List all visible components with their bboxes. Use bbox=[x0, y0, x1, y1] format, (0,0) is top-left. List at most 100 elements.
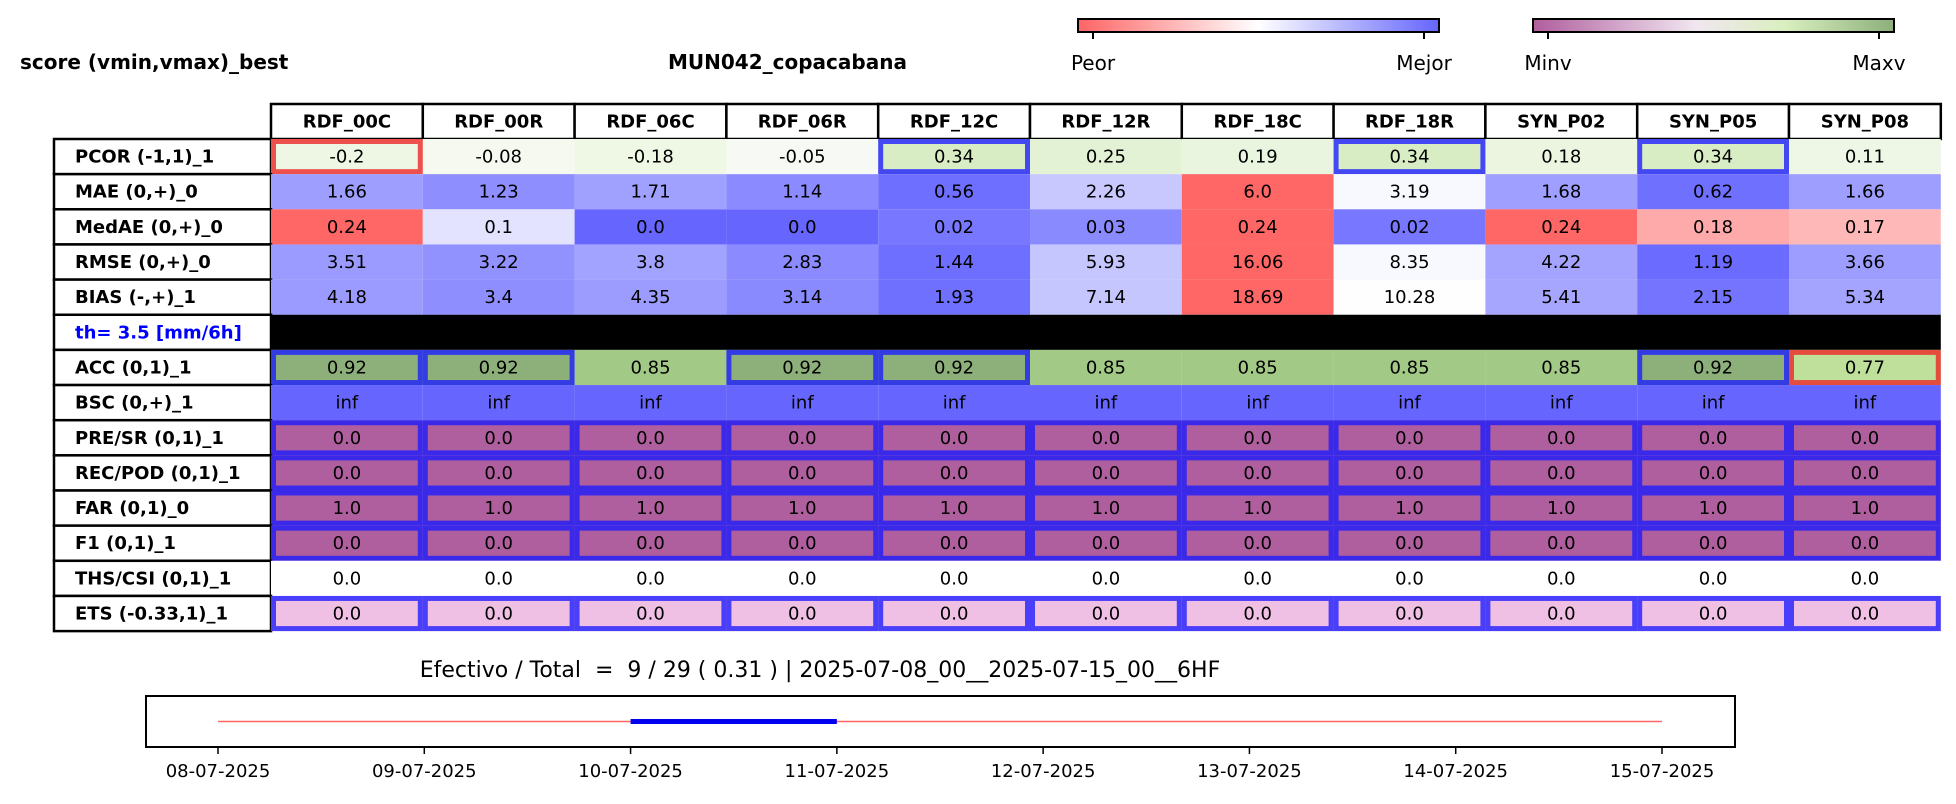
row-header-label: ACC (0,1)_1 bbox=[75, 357, 191, 378]
score-cell bbox=[1181, 420, 1334, 456]
score-value: 0.03 bbox=[1086, 217, 1126, 238]
score-value: 0.34 bbox=[1693, 147, 1733, 168]
score-cell bbox=[726, 595, 879, 632]
x-tick-label: 12-07-2025 bbox=[991, 761, 1096, 782]
score-cell bbox=[1637, 525, 1789, 561]
best-score-highlight bbox=[878, 595, 1031, 632]
column-header-label: RDF_18C bbox=[1214, 112, 1302, 133]
best-score-highlight bbox=[878, 455, 1031, 491]
score-value: 0.77 bbox=[1845, 357, 1885, 378]
score-value: 1.66 bbox=[1845, 182, 1885, 203]
best-score-highlight bbox=[1333, 525, 1486, 561]
score-value: 4.35 bbox=[630, 287, 670, 308]
threshold-separator-band bbox=[271, 314, 1941, 350]
score-cell bbox=[1333, 525, 1486, 561]
score-value: 0.0 bbox=[1243, 463, 1272, 484]
score-value: 3.22 bbox=[479, 252, 519, 273]
score-cell bbox=[271, 595, 423, 632]
score-value: 0.85 bbox=[1086, 357, 1126, 378]
score-value: 1.0 bbox=[1547, 498, 1576, 519]
score-cell bbox=[422, 139, 575, 175]
column-header-label: SYN_P02 bbox=[1517, 112, 1605, 133]
score-cell bbox=[1333, 455, 1486, 491]
score-value: 0.0 bbox=[788, 463, 817, 484]
score-cell bbox=[1789, 139, 1941, 175]
score-cell bbox=[878, 525, 1030, 561]
score-cell bbox=[1030, 560, 1182, 596]
best-score-highlight bbox=[271, 525, 423, 561]
score-value: inf bbox=[1854, 393, 1877, 414]
row-header-label: PCOR (-1,1)_1 bbox=[75, 147, 214, 168]
column-header-label: SYN_P08 bbox=[1821, 112, 1909, 133]
score-cell bbox=[878, 174, 1030, 210]
column-header-label: RDF_12C bbox=[910, 112, 998, 133]
score-cell bbox=[422, 174, 575, 210]
column-header-label: SYN_P05 bbox=[1669, 112, 1757, 133]
score-value: 0.0 bbox=[636, 428, 665, 449]
row-header-label: FAR (0,1)_0 bbox=[75, 498, 189, 519]
score-cell bbox=[1181, 174, 1334, 210]
score-cell bbox=[1485, 420, 1638, 456]
row-header-label: MAE (0,+)_0 bbox=[75, 182, 198, 203]
score-value: 0.1 bbox=[484, 217, 513, 238]
row-header-label: ETS (-0.33,1)_1 bbox=[75, 604, 228, 625]
best-score-highlight bbox=[574, 490, 727, 526]
best-score-highlight bbox=[1485, 490, 1638, 526]
score-cell bbox=[1181, 349, 1334, 386]
score-cell bbox=[1333, 279, 1486, 315]
row-header-cell bbox=[52, 489, 273, 527]
score-value: 0.0 bbox=[1243, 428, 1272, 449]
score-cell bbox=[1637, 279, 1789, 315]
best-score-highlight bbox=[1637, 420, 1789, 456]
score-value: 1.0 bbox=[1851, 498, 1880, 519]
best-score-highlight bbox=[1789, 595, 1941, 632]
best-score-highlight bbox=[574, 525, 727, 561]
best-score-highlight bbox=[271, 595, 423, 632]
score-value: 0.0 bbox=[484, 604, 513, 625]
score-cell bbox=[574, 455, 727, 491]
row-header-label: BIAS (-,+)_1 bbox=[75, 287, 196, 308]
row-header-label: MedAE (0,+)_0 bbox=[75, 217, 223, 238]
score-cell bbox=[878, 349, 1030, 386]
score-cell bbox=[1030, 244, 1182, 280]
score-cell bbox=[1181, 560, 1334, 596]
score-value: 1.68 bbox=[1541, 182, 1581, 203]
score-cell bbox=[422, 455, 575, 491]
score-value: 0.85 bbox=[630, 357, 670, 378]
score-cell bbox=[1789, 244, 1941, 280]
score-value: 0.0 bbox=[788, 568, 817, 589]
score-cell bbox=[1789, 209, 1941, 245]
score-cell bbox=[422, 209, 575, 245]
score-value: 0.92 bbox=[782, 357, 822, 378]
colorbar-range-tick-right bbox=[1878, 33, 1880, 39]
score-value: 0.0 bbox=[940, 428, 969, 449]
score-cell bbox=[1181, 595, 1334, 632]
score-value: 3.19 bbox=[1389, 182, 1429, 203]
score-value: inf bbox=[943, 393, 966, 414]
score-cell bbox=[271, 455, 423, 491]
score-value: inf bbox=[791, 393, 814, 414]
score-value: 0.0 bbox=[1092, 533, 1121, 554]
best-score-highlight bbox=[271, 349, 423, 386]
row-header-label: F1 (0,1)_1 bbox=[75, 533, 176, 554]
score-cell bbox=[574, 560, 727, 596]
worst-score-highlight bbox=[1789, 349, 1941, 386]
score-cell bbox=[878, 420, 1030, 456]
x-tick-label: 08-07-2025 bbox=[166, 761, 271, 782]
score-cell bbox=[878, 279, 1030, 315]
score-value: 2.83 bbox=[782, 252, 822, 273]
score-value: 4.18 bbox=[327, 287, 367, 308]
score-value: 0.0 bbox=[1699, 604, 1728, 625]
score-cell bbox=[1485, 385, 1638, 421]
score-cell bbox=[574, 420, 727, 456]
score-cell bbox=[574, 525, 727, 561]
colorbar-quality-tick-left bbox=[1092, 33, 1094, 39]
best-score-highlight bbox=[1181, 525, 1334, 561]
score-value: 0.0 bbox=[1395, 604, 1424, 625]
score-value: 0.25 bbox=[1086, 147, 1126, 168]
best-score-highlight bbox=[422, 349, 575, 386]
row-header-label: REC/POD (0,1)_1 bbox=[75, 463, 241, 484]
best-score-highlight bbox=[1485, 420, 1638, 456]
score-value: 0.02 bbox=[934, 217, 974, 238]
score-cell bbox=[271, 560, 423, 596]
